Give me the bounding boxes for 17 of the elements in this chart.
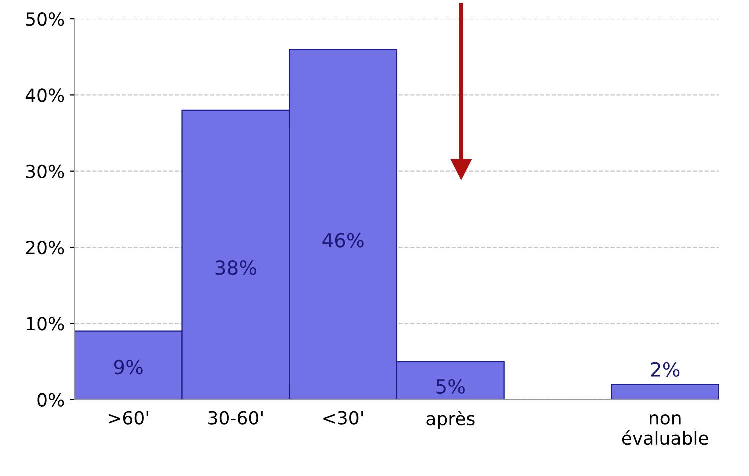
data-label: 2%	[651, 362, 680, 378]
data-label: 38%	[216, 260, 256, 276]
bar	[611, 384, 720, 400]
data-label: 5%	[436, 379, 465, 394]
y-tick-label: 0%	[38, 393, 64, 407]
y-tick-label: 20%	[26, 240, 64, 255]
x-tick-label: non évaluable	[622, 414, 708, 446]
y-tick-label: 40%	[26, 88, 64, 102]
data-label: 9%	[114, 360, 143, 375]
y-tick-label: 10%	[27, 317, 64, 331]
x-tick-label: après	[426, 410, 475, 430]
x-tick-label: <30'	[324, 411, 364, 425]
y-tick-label: 30%	[26, 164, 64, 178]
x-tick-label: 30-60'	[208, 411, 263, 425]
x-tick-label: >60'	[108, 411, 148, 425]
data-label: 46%	[322, 233, 364, 248]
y-tick-label: 50%	[26, 12, 64, 26]
